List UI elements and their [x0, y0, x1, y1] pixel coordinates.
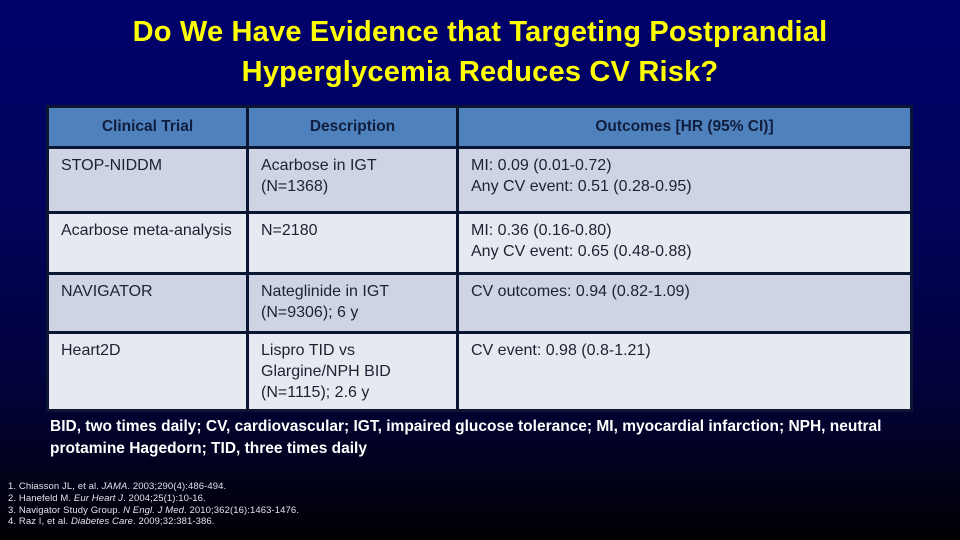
trial-name-cell: Acarbose meta-analysis [46, 211, 249, 275]
reference-journal: Eur Heart J [73, 492, 124, 504]
column-header-clinical-trial: Clinical Trial [46, 105, 249, 149]
table-row: STOP-NIDDM Acarbose in IGT (N=1368) MI: … [46, 146, 913, 214]
outcome-line: Any CV event: 0.51 (0.28-0.95) [471, 178, 692, 196]
description-cell: Nateglinide in IGT (N=9306); 6 y [246, 272, 459, 334]
slide-title-line2: Hyperglycemia Reduces CV Risk? [241, 56, 719, 89]
reference-item: 2. Hanefeld M. Eur Heart J. 2004;25(1):1… [8, 493, 299, 505]
abbreviations-footnote: BID, two times daily; CV, cardiovascular… [50, 418, 882, 457]
reference-text: 3. Navigator Study Group. [8, 504, 124, 516]
table-row: Acarbose meta-analysis N=2180 MI: 0.36 (… [46, 211, 913, 275]
outcome-line: Any CV event: 0.65 (0.48-0.88) [471, 243, 692, 261]
reference-item: 1. Chiasson JL, et al. JAMA. 2003;290(4)… [8, 481, 299, 493]
outcomes-cell: MI: 0.09 (0.01-0.72) Any CV event: 0.51 … [456, 146, 913, 214]
reference-text: 2. Hanefeld M. [8, 492, 74, 504]
outcomes-cell: CV event: 0.98 (0.8-1.21) [456, 330, 913, 413]
description-cell: Acarbose in IGT (N=1368) [246, 146, 459, 214]
description-cell: Lispro TID vs Glargine/NPH BID (N=1115);… [246, 330, 459, 413]
reference-text: . 2003;290(4):486-494. [127, 481, 227, 492]
reference-list: 1. Chiasson JL, et al. JAMA. 2003;290(4)… [8, 481, 299, 528]
reference-text: . 2004;25(1):10-16. [123, 492, 206, 504]
table-header-row: Clinical Trial Description Outcomes [HR … [46, 105, 913, 149]
description-cell: N=2180 [246, 211, 459, 275]
reference-journal: JAMA [101, 481, 128, 492]
outcome-line: CV outcomes: 0.94 (0.82-1.09) [471, 283, 690, 300]
outcomes-cell: MI: 0.36 (0.16-0.80) Any CV event: 0.65 … [456, 211, 913, 275]
reference-item: 4. Raz I, et al. Diabetes Care. 2009;32:… [8, 516, 299, 528]
table-row: Heart2D Lispro TID vs Glargine/NPH BID (… [46, 330, 913, 413]
reference-text: 1. Chiasson JL, et al. [8, 481, 102, 492]
reference-text: . 2009;32:381-386. [132, 516, 215, 528]
column-header-description: Description [246, 105, 459, 149]
reference-item: 3. Navigator Study Group. N Engl. J Med.… [8, 505, 299, 517]
trial-name-cell: STOP-NIDDM [46, 146, 249, 214]
outcome-line: MI: 0.36 (0.16-0.80) [471, 222, 612, 239]
table-row: NAVIGATOR Nateglinide in IGT (N=9306); 6… [46, 272, 913, 334]
reference-journal: Diabetes Care [70, 516, 133, 528]
slide-title-line1: Do We Have Evidence that Targeting Postp… [132, 16, 828, 48]
outcomes-cell: CV outcomes: 0.94 (0.82-1.09) [456, 272, 913, 334]
reference-journal: N Engl. J Med [123, 504, 185, 516]
reference-text: . 2010;362(16):1463-1476. [184, 504, 300, 516]
outcome-line: MI: 0.09 (0.01-0.72) [471, 157, 612, 174]
slide-title: Do We Have Evidence that Targeting Postp… [0, 12, 960, 92]
clinical-trials-table: Clinical Trial Description Outcomes [HR … [46, 105, 913, 413]
trial-name-cell: Heart2D [46, 330, 249, 413]
column-header-outcomes: Outcomes [HR (95% CI)] [456, 105, 913, 149]
outcome-line: CV event: 0.98 (0.8-1.21) [471, 342, 651, 359]
reference-text: 4. Raz I, et al. [8, 516, 71, 528]
trial-name-cell: NAVIGATOR [46, 272, 249, 334]
